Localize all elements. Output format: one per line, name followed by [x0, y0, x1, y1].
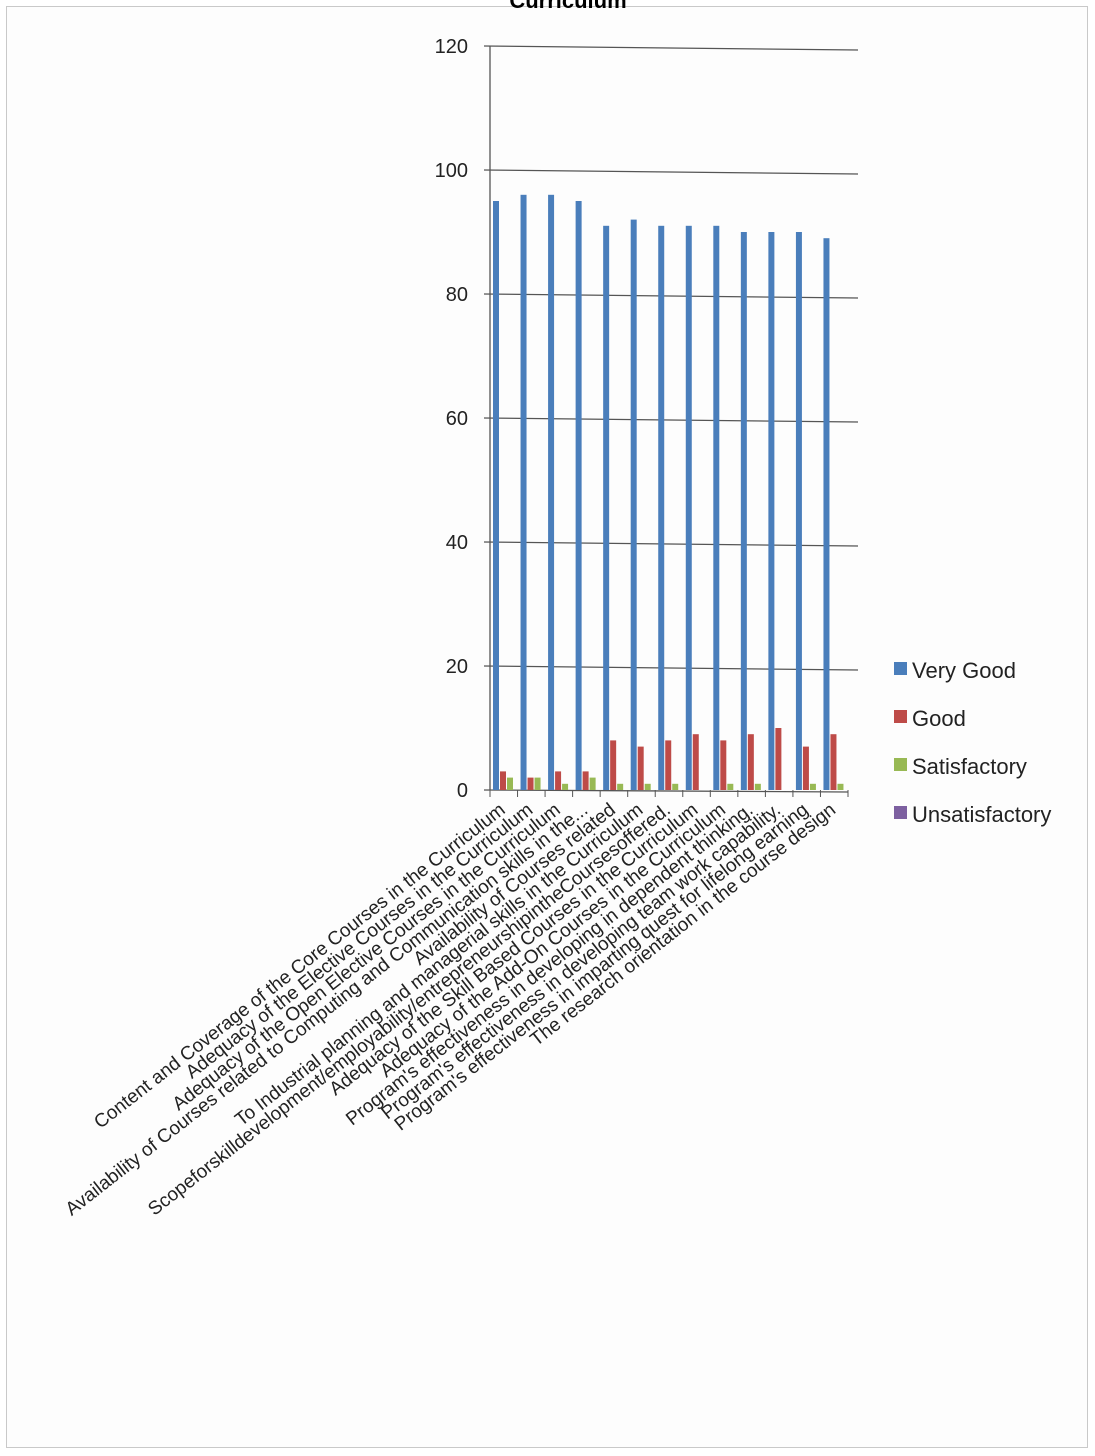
- y-tick-label: 20: [446, 656, 468, 678]
- bar-good: [775, 728, 782, 790]
- bar-satisfactory: [754, 783, 761, 790]
- legend-label-unsatisfactory: Unsatisfactory: [912, 802, 1051, 827]
- gridline: [483, 169, 859, 175]
- bar-good: [830, 734, 837, 790]
- gridline: [483, 665, 859, 671]
- x-tick-label: Scopeforskilldevelopment/employability/e…: [144, 799, 674, 1220]
- gridline: [483, 417, 859, 423]
- legend-swatch-satisfactory: [894, 758, 907, 771]
- y-tick-label: 0: [457, 780, 468, 802]
- bar-satisfactory: [809, 783, 816, 790]
- y-tick-label: 40: [446, 532, 468, 554]
- bar-satisfactory: [562, 783, 569, 790]
- legend-label-very-good: Very Good: [912, 658, 1016, 683]
- y-tick-label: 100: [435, 160, 468, 182]
- bar-very-good: [603, 225, 610, 791]
- bar-satisfactory: [534, 777, 541, 790]
- bar-good: [582, 771, 589, 790]
- bar-good: [527, 777, 534, 790]
- bar-very-good: [713, 225, 720, 791]
- bar-good: [665, 740, 672, 790]
- bar-very-good: [520, 194, 527, 791]
- bar-satisfactory: [617, 783, 624, 790]
- chart-frame: [6, 6, 1088, 1448]
- y-tick-label: 60: [446, 408, 468, 430]
- bar-very-good: [768, 232, 775, 790]
- legend-label-good: Good: [912, 706, 966, 731]
- bar-satisfactory: [644, 783, 651, 790]
- bar-good: [802, 746, 809, 790]
- bar-good: [555, 771, 562, 790]
- bar-very-good: [795, 232, 802, 790]
- bar-good: [610, 740, 617, 790]
- y-tick-label: 80: [446, 284, 468, 306]
- legend-swatch-unsatisfactory: [894, 806, 907, 819]
- y-tick-label: 120: [435, 36, 468, 58]
- bar-satisfactory: [837, 783, 844, 790]
- bar-good: [720, 740, 727, 790]
- bar-satisfactory: [727, 783, 734, 790]
- bar-very-good: [823, 238, 830, 790]
- bar-good: [692, 734, 699, 790]
- bar-very-good: [658, 225, 665, 791]
- axes: 0 20 40 60 80 100 120: [435, 36, 849, 802]
- bars: [493, 194, 844, 791]
- bar-very-good: [630, 219, 637, 791]
- bar-good: [500, 771, 506, 790]
- gridline: [483, 293, 859, 299]
- bar-good: [747, 734, 754, 790]
- gridlines: [483, 45, 859, 671]
- bar-satisfactory: [589, 777, 596, 790]
- legend-swatch-very-good: [894, 662, 907, 675]
- legend: Very Good Good Satisfactory Unsatisfactory: [894, 658, 1051, 827]
- bar-satisfactory: [507, 777, 513, 790]
- chart-title: Curriculum: [509, 0, 626, 13]
- gridline: [483, 45, 859, 51]
- bar-satisfactory: [672, 783, 679, 790]
- bar-very-good: [685, 225, 692, 791]
- bar-very-good: [493, 201, 499, 790]
- bar-good: [637, 746, 644, 790]
- legend-swatch-good: [894, 710, 907, 723]
- bar-very-good: [548, 194, 555, 791]
- bar-very-good: [740, 232, 747, 790]
- legend-label-satisfactory: Satisfactory: [912, 754, 1027, 779]
- category-labels: Content and Coverage of the Core Courses…: [62, 799, 840, 1220]
- bar-very-good: [575, 201, 582, 790]
- gridline: [483, 541, 859, 547]
